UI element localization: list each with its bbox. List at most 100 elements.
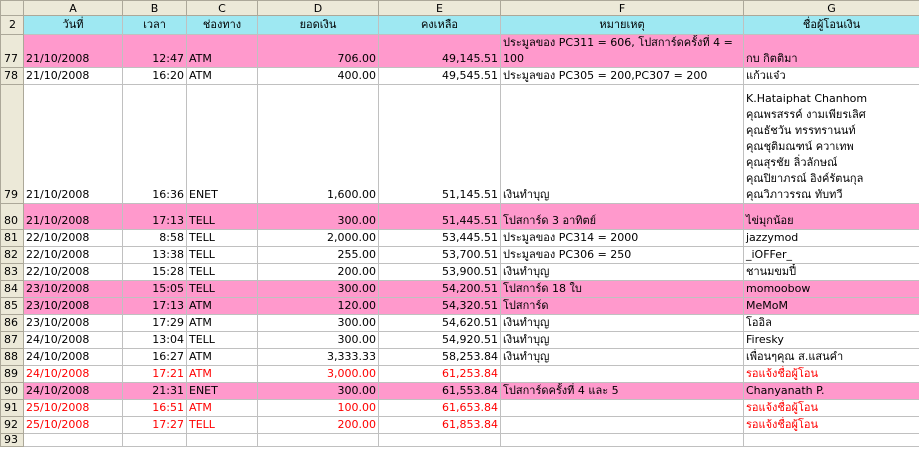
channel-cell[interactable]: ATM <box>186 348 258 366</box>
note-cell[interactable]: ประมูลของ PC306 = 250 <box>500 246 744 264</box>
sender-cell[interactable]: Firesky <box>743 331 919 349</box>
header-time-cell[interactable]: เวลา <box>122 15 187 35</box>
note-cell[interactable]: เงินทำบุญ <box>500 314 744 332</box>
amount-cell[interactable]: 300.00 <box>257 331 379 349</box>
date-cell[interactable]: 23/10/2008 <box>23 280 123 298</box>
note-cell[interactable]: ประมูลของ PC314 = 2000 <box>500 229 744 247</box>
row-number[interactable]: 2 <box>0 15 24 35</box>
cell[interactable] <box>186 433 258 447</box>
header-date-cell[interactable]: วันที่ <box>23 15 123 35</box>
amount-cell[interactable]: 300.00 <box>257 382 379 400</box>
amount-cell[interactable]: 120.00 <box>257 297 379 315</box>
row-number[interactable]: 90 <box>0 382 24 400</box>
row-number[interactable]: 93 <box>0 433 24 447</box>
balance-cell[interactable]: 61,653.84 <box>378 399 501 417</box>
row-number[interactable]: 86 <box>0 314 24 332</box>
row-number[interactable]: 91 <box>0 399 24 417</box>
time-cell[interactable]: 12:47 <box>122 34 187 68</box>
cell[interactable] <box>257 433 379 447</box>
header-balance-cell[interactable]: คงเหลือ <box>378 15 501 35</box>
balance-cell[interactable]: 49,145.51 <box>378 34 501 68</box>
sender-cell[interactable]: ชานมขมปี๋ <box>743 263 919 281</box>
note-cell[interactable]: เงินทำบุญ <box>500 84 744 204</box>
channel-cell[interactable]: TELL <box>186 331 258 349</box>
balance-cell[interactable]: 51,445.51 <box>378 203 501 230</box>
balance-cell[interactable]: 61,553.84 <box>378 382 501 400</box>
cell[interactable] <box>122 433 187 447</box>
sender-cell[interactable]: รอแจ้งชื่อผู้โอน <box>743 399 919 417</box>
date-cell[interactable]: 22/10/2008 <box>23 263 123 281</box>
amount-cell[interactable]: 1,600.00 <box>257 84 379 204</box>
balance-cell[interactable]: 49,545.51 <box>378 67 501 85</box>
row-number[interactable]: 82 <box>0 246 24 264</box>
sender-cell[interactable]: K.Hataiphat Chanhom คุณพรสรรค์ งามเพียรเล… <box>743 84 919 204</box>
balance-cell[interactable]: 54,620.51 <box>378 314 501 332</box>
header-sender-cell[interactable]: ชื่อผู้โอนเงิน <box>743 15 919 35</box>
balance-cell[interactable]: 61,853.84 <box>378 416 501 434</box>
header-note-cell[interactable]: หมายเหตุ <box>500 15 744 35</box>
amount-cell[interactable]: 200.00 <box>257 416 379 434</box>
balance-cell[interactable]: 54,200.51 <box>378 280 501 298</box>
column-header-f[interactable]: F <box>500 0 744 16</box>
date-cell[interactable]: 22/10/2008 <box>23 246 123 264</box>
date-cell[interactable]: 22/10/2008 <box>23 229 123 247</box>
balance-cell[interactable]: 51,145.51 <box>378 84 501 204</box>
channel-cell[interactable]: TELL <box>186 246 258 264</box>
time-cell[interactable]: 17:13 <box>122 203 187 230</box>
note-cell[interactable]: เงินทำบุญ <box>500 263 744 281</box>
date-cell[interactable]: 24/10/2008 <box>23 348 123 366</box>
channel-cell[interactable]: ATM <box>186 399 258 417</box>
cell[interactable] <box>23 433 123 447</box>
note-cell[interactable]: เงินทำบุญ <box>500 331 744 349</box>
note-cell[interactable]: โปสการ์ด <box>500 297 744 315</box>
date-cell[interactable]: 21/10/2008 <box>23 34 123 68</box>
cell[interactable] <box>743 433 919 447</box>
note-cell[interactable]: โปสการ์ด 18 ใบ <box>500 280 744 298</box>
note-cell[interactable]: โปสการ์ดครั้งที่ 4 และ 5 <box>500 382 744 400</box>
time-cell[interactable]: 16:36 <box>122 84 187 204</box>
sender-cell[interactable]: รอแจ้งชื่อผู้โอน <box>743 416 919 434</box>
amount-cell[interactable]: 3,333.33 <box>257 348 379 366</box>
channel-cell[interactable]: TELL <box>186 229 258 247</box>
sender-cell[interactable]: ไข่มุกน้อย <box>743 203 919 230</box>
date-cell[interactable]: 23/10/2008 <box>23 297 123 315</box>
amount-cell[interactable]: 400.00 <box>257 67 379 85</box>
note-cell[interactable]: ประมูลของ PC305 = 200,PC307 = 200 <box>500 67 744 85</box>
channel-cell[interactable]: ENET <box>186 382 258 400</box>
channel-cell[interactable]: ATM <box>186 34 258 68</box>
column-header-c[interactable]: C <box>186 0 258 16</box>
amount-cell[interactable]: 300.00 <box>257 203 379 230</box>
balance-cell[interactable]: 53,445.51 <box>378 229 501 247</box>
cell[interactable] <box>378 433 501 447</box>
balance-cell[interactable]: 54,320.51 <box>378 297 501 315</box>
date-cell[interactable]: 25/10/2008 <box>23 399 123 417</box>
date-cell[interactable]: 24/10/2008 <box>23 331 123 349</box>
date-cell[interactable]: 21/10/2008 <box>23 67 123 85</box>
date-cell[interactable]: 25/10/2008 <box>23 416 123 434</box>
row-number[interactable]: 87 <box>0 331 24 349</box>
note-cell[interactable]: ประมูลของ PC311 = 606, โปสการ์ดครั้งที่ … <box>500 34 744 68</box>
balance-cell[interactable]: 54,920.51 <box>378 331 501 349</box>
time-cell[interactable]: 21:31 <box>122 382 187 400</box>
channel-cell[interactable]: TELL <box>186 280 258 298</box>
amount-cell[interactable]: 3,000.00 <box>257 365 379 383</box>
row-number[interactable]: 80 <box>0 203 24 230</box>
date-cell[interactable]: 21/10/2008 <box>23 84 123 204</box>
note-cell[interactable] <box>500 416 744 434</box>
sender-cell[interactable]: _iOFFer_ <box>743 246 919 264</box>
sender-cell[interactable]: momoobow <box>743 280 919 298</box>
sender-cell[interactable]: Chanyanath P. <box>743 382 919 400</box>
channel-cell[interactable]: ENET <box>186 84 258 204</box>
balance-cell[interactable]: 61,253.84 <box>378 365 501 383</box>
row-number[interactable]: 83 <box>0 263 24 281</box>
time-cell[interactable]: 15:05 <box>122 280 187 298</box>
row-number[interactable]: 81 <box>0 229 24 247</box>
select-all-corner[interactable] <box>0 0 24 16</box>
channel-cell[interactable]: TELL <box>186 263 258 281</box>
time-cell[interactable]: 8:58 <box>122 229 187 247</box>
time-cell[interactable]: 17:29 <box>122 314 187 332</box>
date-cell[interactable]: 24/10/2008 <box>23 382 123 400</box>
date-cell[interactable]: 21/10/2008 <box>23 203 123 230</box>
amount-cell[interactable]: 300.00 <box>257 314 379 332</box>
sender-cell[interactable]: เพื่อนๆคุณ ส.แสนคำ <box>743 348 919 366</box>
